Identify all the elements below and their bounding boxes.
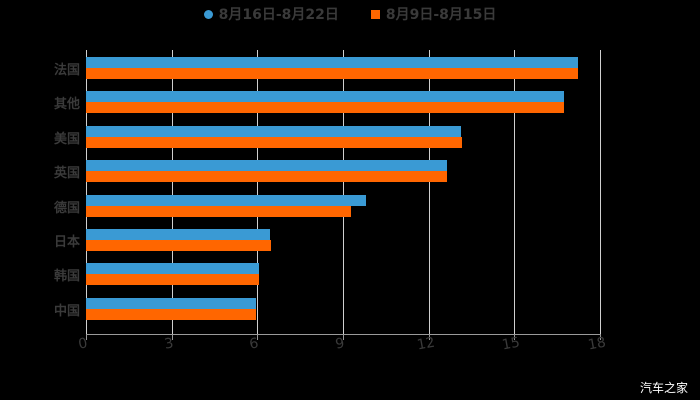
gridline xyxy=(86,50,87,335)
bar[interactable] xyxy=(86,308,256,320)
x-tick xyxy=(343,334,344,340)
y-category-label: 德国 xyxy=(53,200,80,216)
x-tick-label: 0 xyxy=(77,335,89,353)
bar[interactable] xyxy=(86,240,272,251)
gridline xyxy=(514,50,516,335)
x-tick xyxy=(257,334,259,340)
x-tick-label: 15 xyxy=(501,334,522,354)
x-tick xyxy=(514,334,516,340)
bar[interactable] xyxy=(86,68,578,79)
legend-label: 8月9日-8月15日 xyxy=(385,7,497,23)
bar[interactable] xyxy=(86,136,463,148)
x-tick xyxy=(86,334,87,340)
bar[interactable] xyxy=(86,171,447,183)
bar[interactable] xyxy=(86,125,461,137)
y-category-label: 日本 xyxy=(53,235,80,250)
bar[interactable] xyxy=(86,274,260,286)
legend-square-icon xyxy=(370,9,380,19)
x-tick-label: 18 xyxy=(586,334,608,354)
bar[interactable] xyxy=(86,229,270,240)
x-tick-label: 12 xyxy=(415,334,436,354)
plot-area xyxy=(86,50,601,335)
y-category-label: 法国 xyxy=(53,63,80,78)
bar[interactable] xyxy=(86,57,578,68)
bar[interactable] xyxy=(86,102,565,114)
chart-legend: 8月16日-8月22日 8月9日-8月15日 xyxy=(0,4,700,24)
bar[interactable] xyxy=(86,91,565,103)
x-tick xyxy=(171,334,173,340)
bar[interactable] xyxy=(86,297,256,309)
y-category-label: 中国 xyxy=(53,303,80,319)
gridline xyxy=(171,50,173,335)
bar[interactable] xyxy=(86,205,351,217)
gridline xyxy=(600,50,601,335)
legend-label: 8月16日-8月22日 xyxy=(218,7,339,23)
bar[interactable] xyxy=(86,194,367,206)
legend-circle-icon xyxy=(203,9,213,19)
watermark: 汽车之家 xyxy=(639,381,688,395)
legend-item-series-2[interactable]: 8月9日-8月15日 xyxy=(370,4,497,24)
bar[interactable] xyxy=(86,160,447,172)
y-category-label: 英国 xyxy=(53,166,80,182)
x-tick-label: 6 xyxy=(248,335,261,353)
x-tick-label: 3 xyxy=(162,335,175,353)
x-tick xyxy=(600,334,601,340)
y-category-label: 韩国 xyxy=(53,269,80,285)
x-tick xyxy=(428,334,430,340)
legend-item-series-1[interactable]: 8月16日-8月22日 xyxy=(203,4,339,24)
y-category-label: 美国 xyxy=(53,131,80,147)
gridline xyxy=(343,50,344,335)
gridline xyxy=(257,50,259,335)
y-category-label: 其他 xyxy=(53,97,80,113)
gridline xyxy=(428,50,430,335)
bar[interactable] xyxy=(86,263,260,275)
x-tick-label: 9 xyxy=(334,335,346,353)
